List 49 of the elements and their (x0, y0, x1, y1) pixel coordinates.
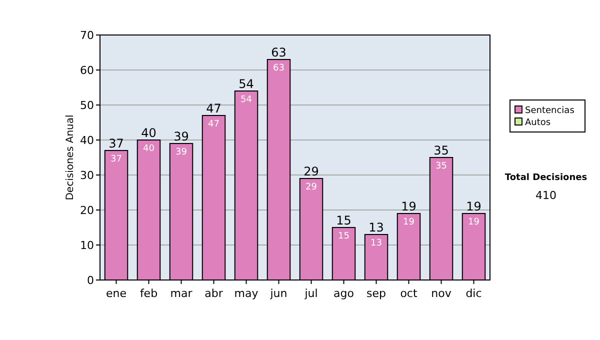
x-tick-label: abr (204, 287, 224, 300)
total-label: 39 (174, 130, 189, 144)
total-label: 19 (466, 200, 482, 214)
x-tick-label: ago (334, 287, 354, 300)
y-tick-label: 20 (80, 204, 94, 217)
text: 410 (536, 189, 556, 202)
x-tick-label: jun (269, 287, 288, 300)
x-tick-label: mar (170, 287, 193, 300)
data-label: 37 (110, 154, 122, 164)
x-tick-label: sep (366, 287, 386, 300)
y-tick-label: 0 (87, 274, 94, 287)
total-label: 37 (108, 136, 124, 150)
x-tick-label: may (234, 287, 259, 300)
y-tick-label: 40 (80, 134, 94, 147)
total-label: 47 (206, 102, 222, 116)
data-label: 63 (273, 64, 284, 74)
total-label: 40 (141, 126, 156, 140)
x-tick-label: ene (106, 287, 127, 300)
data-label: 15 (338, 232, 350, 242)
total-label: 54 (238, 77, 254, 91)
y-tick-label: 70 (80, 29, 94, 42)
legend-label: Sentencias (525, 106, 575, 116)
data-label: 19 (468, 218, 480, 228)
total-label: 15 (336, 214, 352, 228)
data-label: 19 (403, 218, 415, 228)
total-label: 19 (401, 200, 416, 214)
data-label: 54 (240, 95, 252, 105)
data-label: 40 (143, 144, 155, 154)
x-tick-label: jul (304, 287, 318, 300)
total-label: 13 (368, 220, 384, 234)
x-tick-label: dic (466, 287, 482, 300)
y-axis-title: Decisiones Anual (65, 114, 76, 200)
data-label: 13 (370, 238, 382, 248)
y-tick-label: 60 (80, 64, 94, 77)
x-tick-label: oct (400, 287, 418, 300)
data-label: 29 (306, 182, 318, 192)
data-label: 39 (176, 148, 188, 158)
text: Total Decisiones (504, 173, 588, 183)
y-tick-label: 10 (80, 239, 94, 252)
y-tick-label: 50 (80, 99, 94, 112)
data-label: 47 (208, 120, 220, 130)
legend-label: Autos (525, 118, 551, 128)
total-label: 29 (304, 164, 319, 178)
data-label: 35 (436, 162, 447, 172)
x-tick-label: feb (140, 287, 158, 300)
x-tick-label: nov (431, 287, 452, 300)
total-label: 63 (271, 46, 286, 60)
total-label: 35 (434, 144, 449, 158)
y-tick-label: 30 (80, 169, 94, 182)
